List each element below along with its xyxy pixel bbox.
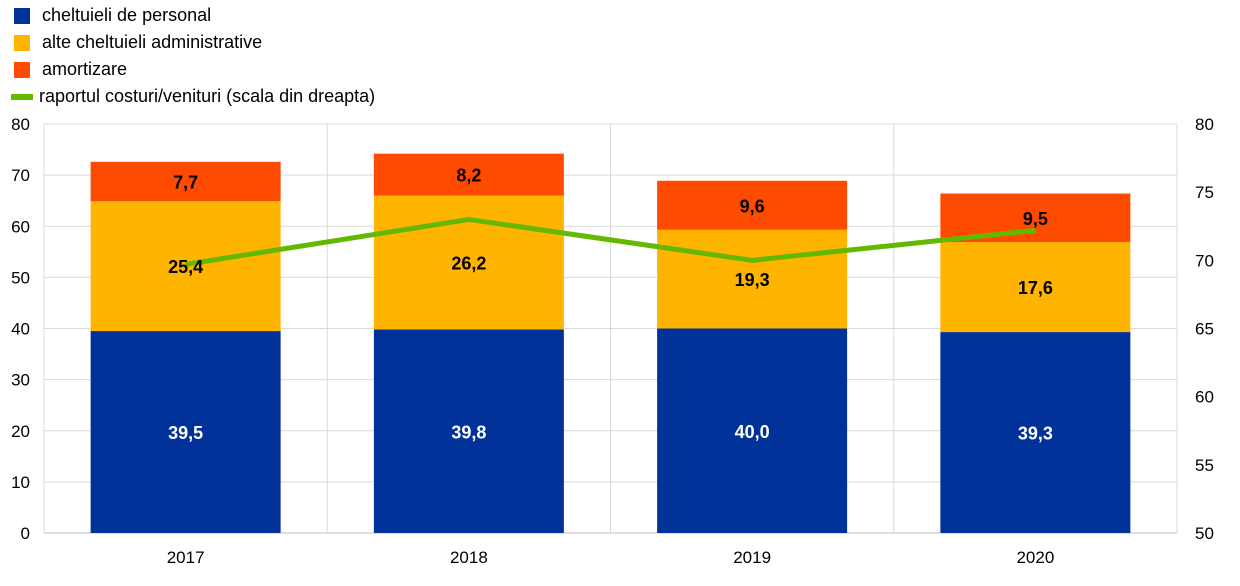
bar-data-label: 39,8 <box>451 422 486 442</box>
y-left-tick-label: 80 <box>11 115 30 134</box>
legend-label-admin: alte cheltuieli administrative <box>42 32 263 52</box>
legend-item-personal: cheltuieli de personal <box>14 2 375 29</box>
bar-segment <box>90 201 281 332</box>
x-tick-label: 2017 <box>167 548 205 567</box>
y-right-tick-label: 60 <box>1195 388 1214 407</box>
bar-data-label: 39,5 <box>168 423 203 443</box>
bar-segment <box>90 161 281 202</box>
y-right-tick-label: 50 <box>1195 524 1214 543</box>
y-right-tick-label: 65 <box>1195 320 1214 339</box>
bar-segment <box>940 332 1131 533</box>
chart-legend: cheltuieli de personal alte cheltuieli a… <box>11 2 376 110</box>
y-left-tick-label: 10 <box>11 473 30 492</box>
legend-swatch-amortization <box>14 61 30 78</box>
y-left-tick-label: 70 <box>11 166 30 185</box>
legend-label-amortization: amortizare <box>42 59 128 79</box>
bar-segment <box>373 153 564 196</box>
legend-item-amortization: amortizare <box>14 56 375 83</box>
bar-data-label: 39,3 <box>1018 424 1053 444</box>
bar-segment <box>657 180 848 230</box>
ratio-line <box>185 216 1036 267</box>
y-left-tick-label: 50 <box>11 268 30 287</box>
bar-segment <box>657 328 848 533</box>
y-left-tick-label: 0 <box>21 524 30 543</box>
bar-segment <box>373 329 564 533</box>
legend-item-admin: alte cheltuieli administrative <box>14 29 375 56</box>
bar-segment <box>940 193 1131 243</box>
legend-label-personal: cheltuieli de personal <box>42 5 212 25</box>
y-left-tick-label: 30 <box>11 371 30 390</box>
y-left-tick-label: 60 <box>11 217 30 236</box>
bar-segment <box>90 331 281 533</box>
x-tick-label: 2019 <box>733 548 771 567</box>
bar-data-label: 7,7 <box>173 173 198 193</box>
legend-label-ratio: raportul costuri/venituri (scala din dre… <box>39 86 376 106</box>
x-tick-label: 2018 <box>450 548 488 567</box>
legend-swatch-personal <box>14 7 30 24</box>
bar-data-label: 17,6 <box>1018 278 1053 298</box>
legend-swatch-ratio <box>11 93 33 100</box>
bar-data-label: 9,5 <box>1023 209 1048 229</box>
y-left-tick-label: 40 <box>11 320 30 339</box>
bar-segment <box>940 242 1131 333</box>
bar-data-label: 40,0 <box>735 422 770 442</box>
x-tick-label: 2020 <box>1016 548 1054 567</box>
bar-data-label: 19,3 <box>735 270 770 290</box>
legend-item-ratio: raportul costuri/venituri (scala din dre… <box>11 83 376 110</box>
y-left-tick-label: 20 <box>11 422 30 441</box>
bar-segment <box>657 229 848 329</box>
y-right-tick-label: 75 <box>1195 183 1214 202</box>
bar-data-label: 26,2 <box>451 254 486 274</box>
y-right-tick-label: 70 <box>1195 251 1214 270</box>
y-right-tick-label: 80 <box>1195 115 1214 134</box>
bar-data-label: 9,6 <box>740 196 765 216</box>
bar-data-label: 25,4 <box>168 257 203 277</box>
bar-data-label: 8,2 <box>456 166 481 186</box>
y-right-tick-label: 55 <box>1195 456 1214 475</box>
legend-swatch-admin <box>14 34 30 51</box>
